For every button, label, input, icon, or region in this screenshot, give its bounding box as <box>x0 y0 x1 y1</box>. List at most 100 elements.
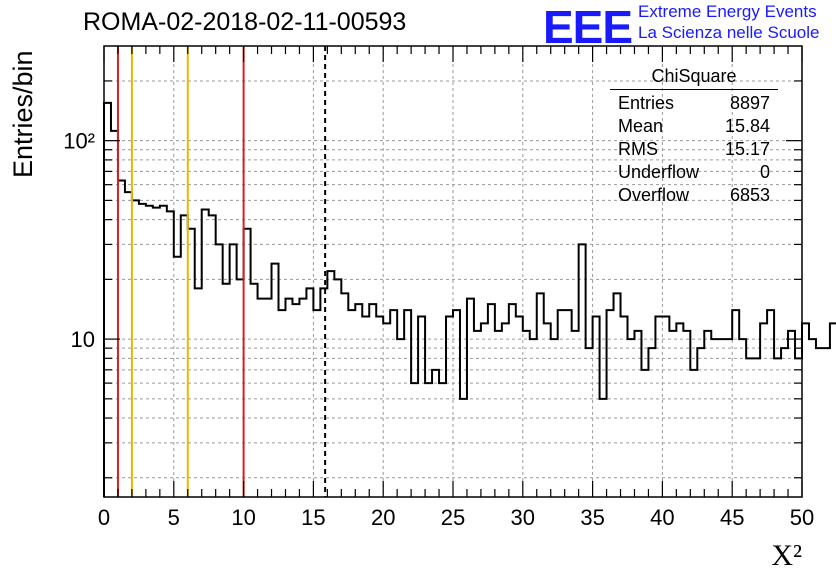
histogram-bin <box>390 310 397 497</box>
histogram-bin <box>411 383 418 497</box>
histogram-bin <box>746 358 753 497</box>
x-tick-label: 30 <box>511 505 535 530</box>
grid <box>104 46 802 497</box>
histogram-bin <box>683 331 690 497</box>
histogram-bin <box>167 211 174 497</box>
x-tick-label: 15 <box>301 505 325 530</box>
histogram-bin <box>313 310 320 497</box>
histogram-bin <box>634 331 641 497</box>
histogram-bin <box>614 293 621 497</box>
histogram-bin <box>823 348 830 497</box>
y-axis-ticks: 10 10² <box>63 80 802 479</box>
histogram-bin <box>530 339 537 497</box>
histogram-bin <box>669 331 676 497</box>
histogram-bin <box>146 206 153 497</box>
histogram-bin <box>579 244 586 497</box>
x-axis-label: X² <box>771 539 802 572</box>
stats-value: 0 <box>759 162 770 182</box>
histogram-bin <box>160 206 167 497</box>
histogram-bin <box>593 316 600 497</box>
stats-label: RMS <box>618 139 658 159</box>
histogram-bin <box>641 370 648 497</box>
histogram-bin <box>537 293 544 497</box>
histogram-bin <box>795 358 802 497</box>
histogram-bin <box>802 323 809 497</box>
histogram-bin <box>788 331 795 497</box>
stats-label: Mean <box>618 116 664 136</box>
histogram-bin <box>690 370 697 497</box>
histogram-bin <box>767 310 774 497</box>
histogram-bin <box>285 299 292 497</box>
stats-value: 15.84 <box>724 116 770 136</box>
histogram-bin <box>544 323 551 497</box>
logo-line-2: La Scienza nelle Scuole <box>638 23 820 42</box>
histogram-bin <box>209 215 216 497</box>
histogram-bin <box>202 209 209 497</box>
histogram-bin <box>648 348 655 497</box>
histogram-bin <box>523 331 530 497</box>
histogram-bin <box>446 316 453 497</box>
cut-lines <box>116 46 327 497</box>
histogram-bin <box>481 323 488 497</box>
stats-label: Overflow <box>618 185 690 205</box>
x-tick-label: 45 <box>720 505 744 530</box>
histogram-bin <box>495 331 502 497</box>
histogram-bin <box>362 316 369 497</box>
histogram-bin <box>369 304 376 497</box>
stats-value: 15.17 <box>724 139 770 159</box>
histogram-bin <box>711 339 718 497</box>
stats-label: Entries <box>618 93 675 113</box>
histogram-bin <box>125 192 132 497</box>
histogram-bin <box>600 399 607 497</box>
stats-row: RMS 15.17 <box>610 138 778 161</box>
histogram-bin <box>299 299 306 497</box>
histogram-bin <box>404 310 411 497</box>
histogram-bin <box>237 279 244 497</box>
x-tick-label: 25 <box>441 505 465 530</box>
histogram-bin <box>704 331 711 497</box>
histogram-bin <box>139 204 146 497</box>
histogram-bin <box>551 339 558 497</box>
x-tick-label: 10 <box>231 505 255 530</box>
histogram-bin <box>676 323 683 497</box>
histogram-bin <box>809 339 816 497</box>
chart-title: ROMA-02-2018-02-11-00593 <box>83 8 407 36</box>
histogram-bin <box>732 310 739 497</box>
y-axis-label: Entries/bin <box>8 50 38 178</box>
histogram-bin <box>355 304 362 497</box>
histogram-bin <box>320 288 327 497</box>
histogram-bin <box>502 323 509 497</box>
histogram-bin <box>341 293 348 497</box>
stats-title: ChiSquare <box>610 66 778 90</box>
stats-label: Underflow <box>618 162 700 182</box>
histogram-bin <box>306 288 313 497</box>
stats-box: ChiSquare Entries 8897 Mean 15.84 RMS 15.17… <box>610 66 778 207</box>
histogram-bin <box>509 304 516 497</box>
histogram-bin <box>334 279 341 497</box>
histogram-bin <box>460 399 467 497</box>
histogram-bin <box>104 103 111 497</box>
histogram-bin <box>760 323 767 497</box>
histogram-bin <box>572 331 579 497</box>
histogram-bin <box>111 131 118 497</box>
histogram-bin <box>586 348 593 497</box>
x-tick-label: 50 <box>790 505 814 530</box>
histogram-bin <box>258 299 265 497</box>
histogram-bin <box>830 323 836 497</box>
histogram-bin <box>816 348 823 497</box>
y-tick-label: 10 <box>71 327 95 352</box>
stats-value: 6853 <box>729 185 770 205</box>
histogram-bin <box>153 208 160 497</box>
x-tick-label: 35 <box>580 505 604 530</box>
histogram-bin <box>439 383 446 497</box>
histogram-bin <box>181 215 188 497</box>
histogram-bin <box>725 339 732 497</box>
histogram-bin <box>739 339 746 497</box>
histogram-bin <box>718 339 725 497</box>
histogram-bin <box>174 257 181 497</box>
histogram-bin <box>558 310 565 497</box>
histogram-bin <box>432 370 439 497</box>
histogram-bin <box>516 316 523 497</box>
histogram-bin <box>628 339 635 497</box>
